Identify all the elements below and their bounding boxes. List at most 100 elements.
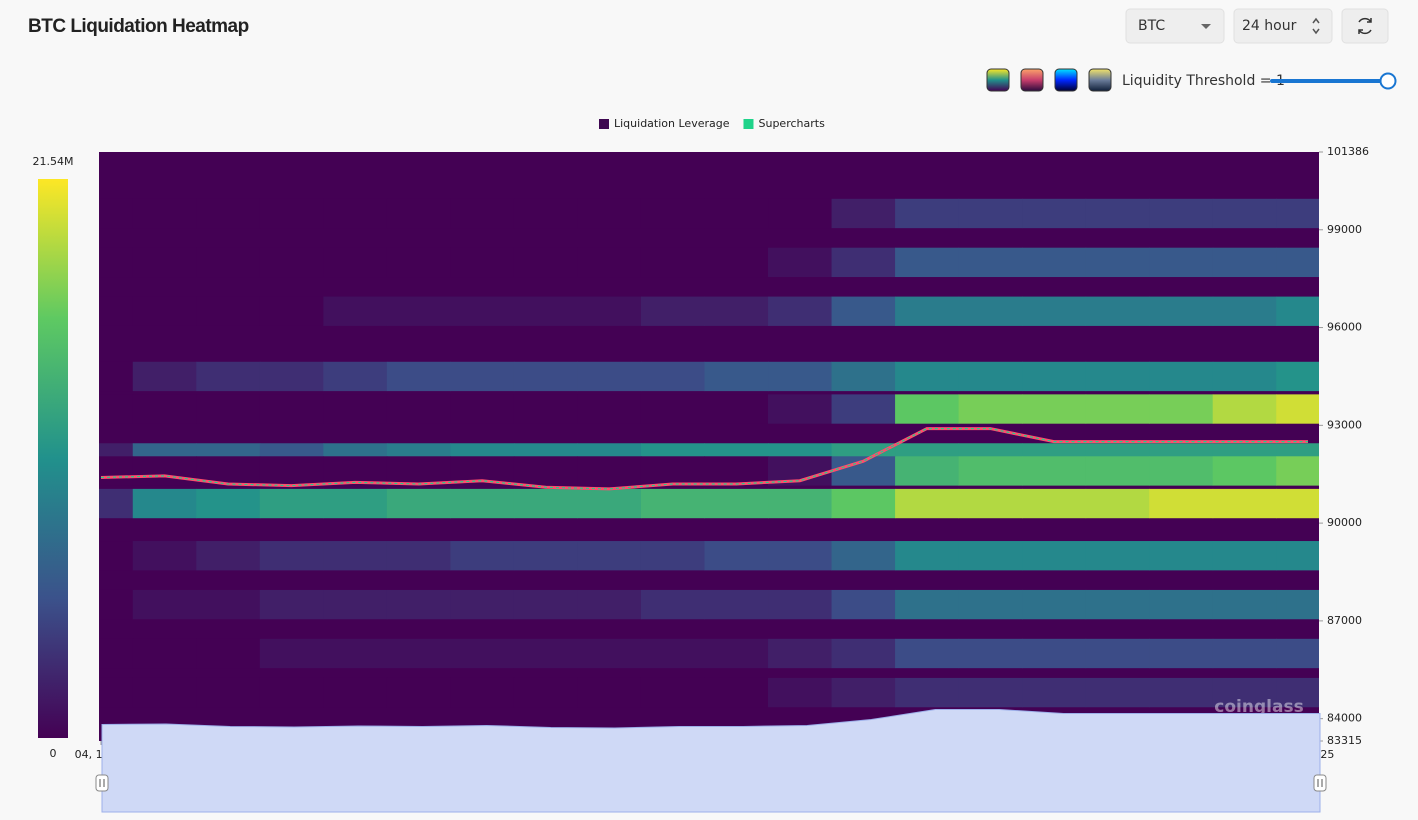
heat-cell [1022,589,1087,620]
heat-cell [1276,589,1319,620]
heat-cell [259,361,324,392]
symbol-select[interactable] [1125,8,1225,44]
y-tick-label: 101386 [1327,145,1369,158]
refresh-button[interactable] [1341,8,1389,44]
heat-cell [99,198,134,229]
heat-cell [259,456,324,486]
heat-cell [704,488,769,519]
heat-cell [1085,247,1150,278]
heat-cell [1022,361,1087,392]
heat-cell [450,247,515,278]
heat-cell [323,296,388,326]
heat-cell [99,456,134,486]
heat-cell [768,394,833,424]
heat-cell [1212,541,1277,571]
heat-cell [386,247,451,278]
heat-cell [513,488,578,519]
heat-cell [958,198,1023,229]
heat-cell [577,589,642,620]
heat-cell [132,677,197,708]
heat-cell [1212,589,1277,620]
heat-cell [196,198,261,229]
heat-cell [450,541,515,571]
heat-cell [386,488,451,519]
heat-cell [577,456,642,486]
heat-cell [450,488,515,519]
heat-cell [386,394,451,424]
heat-cell [99,394,134,424]
heat-cell [132,296,197,326]
heat-cell [513,394,578,424]
heat-cell [386,456,451,486]
heat-cell [895,361,960,392]
heat-cell [1022,638,1087,669]
heat-cell [323,456,388,486]
heat-cell [132,488,197,519]
heat-cell [831,247,896,278]
navigator-handle[interactable] [95,774,109,792]
heat-cell [513,677,578,708]
legend-swatch [743,119,754,129]
heat-cell [1212,296,1277,326]
heat-cell [1085,361,1150,392]
refresh-icon [1358,17,1372,35]
palette-swatch[interactable] [1054,68,1078,92]
heat-cell [450,394,515,424]
price-line [100,427,1308,491]
heat-cell [1276,541,1319,571]
y-tick-label: 90000 [1327,516,1362,529]
heat-cell [1022,394,1087,424]
heat-cell [450,638,515,669]
heat-cell [259,638,324,669]
heat-cell [640,456,705,486]
y-tick-label: 87000 [1327,614,1362,627]
heat-cell [831,296,896,326]
colorbar-label: 21.54M [33,155,74,168]
heat-cell [99,589,134,620]
heat-cell [386,638,451,669]
heat-cell [1085,488,1150,519]
y-tick-label: 84000 [1327,712,1362,725]
heat-cell [768,247,833,278]
heat-cell [1022,488,1087,519]
palette-swatch[interactable] [1020,68,1044,92]
heat-cell [1085,541,1150,571]
navigator-handle[interactable] [1313,774,1327,792]
heat-cell [577,677,642,708]
heat-cell [958,394,1023,424]
heat-cell [1085,638,1150,669]
palette-swatch[interactable] [986,68,1010,92]
heat-cell [895,198,960,229]
range-select[interactable] [1233,8,1333,44]
heat-cell [99,488,134,519]
heat-cell [831,638,896,669]
heat-cell [704,677,769,708]
heat-cell [1276,677,1319,708]
slider-track[interactable] [1270,79,1389,83]
heat-cell [513,456,578,486]
heat-cell [958,247,1023,278]
heat-cell [958,638,1023,669]
heat-cell [577,541,642,571]
heat-cell [323,361,388,392]
slider-thumb[interactable] [1379,72,1397,90]
heat-cell [99,296,134,326]
heat-cell [1149,361,1214,392]
heat-cell [99,541,134,571]
heat-cell [1276,488,1319,519]
heat-cell [704,589,769,620]
legend-swatch [599,119,609,129]
heat-cell [259,247,324,278]
heat-cell [704,541,769,571]
heat-cell [577,488,642,519]
palette-swatch[interactable] [1088,68,1112,92]
heat-cell [1276,361,1319,392]
navigator-area [101,709,1321,813]
heat-cell [513,589,578,620]
heat-cell [99,638,134,669]
heat-cell [386,361,451,392]
heat-cell [1149,488,1214,519]
heat-cell [1085,198,1150,229]
heat-cell [958,296,1023,326]
